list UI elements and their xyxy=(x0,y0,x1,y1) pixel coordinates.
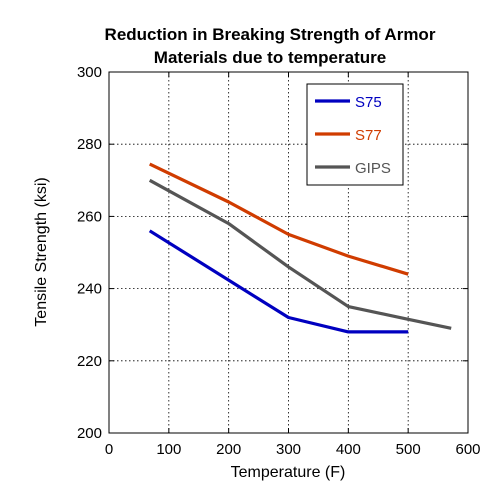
legend-label-s77: S77 xyxy=(355,127,382,144)
x-tick-label: 300 xyxy=(276,441,301,458)
x-tick-label: 500 xyxy=(396,441,421,458)
legend-label-s75: S75 xyxy=(355,94,382,111)
y-tick-label: 260 xyxy=(77,208,102,225)
y-tick-label: 200 xyxy=(77,425,102,442)
series-line-s77 xyxy=(149,162,409,276)
y-tick-label: 220 xyxy=(77,353,102,370)
x-tick-label: 600 xyxy=(455,441,480,458)
x-tick-label: 100 xyxy=(156,441,181,458)
x-tick-labels: 0 100 200 300 400 500 600 xyxy=(105,441,481,458)
series-lines xyxy=(148,162,452,334)
series-line-gips xyxy=(148,178,452,330)
y-tick-label: 280 xyxy=(77,136,102,153)
x-axis-label: Temperature (F) xyxy=(231,464,346,481)
axis-ticks xyxy=(108,71,469,434)
y-tick-label: 240 xyxy=(77,281,102,298)
chart-title-line-1: Reduction in Breaking Strength of Armor xyxy=(105,25,436,44)
x-tick-label: 400 xyxy=(336,441,361,458)
grid xyxy=(109,72,468,433)
x-tick-label: 0 xyxy=(105,441,113,458)
y-tick-label: 300 xyxy=(77,64,102,81)
chart-title-line-2: Materials due to temperature xyxy=(154,48,386,67)
x-tick-label: 200 xyxy=(216,441,241,458)
legend-label-gips: GIPS xyxy=(355,160,391,177)
series-line-s75 xyxy=(148,229,409,334)
legend: S75 S77 GIPS xyxy=(306,83,404,186)
y-tick-labels: 200 220 240 260 280 300 xyxy=(77,64,102,442)
y-axis-label: Tensile Strength (ksi) xyxy=(33,177,50,326)
